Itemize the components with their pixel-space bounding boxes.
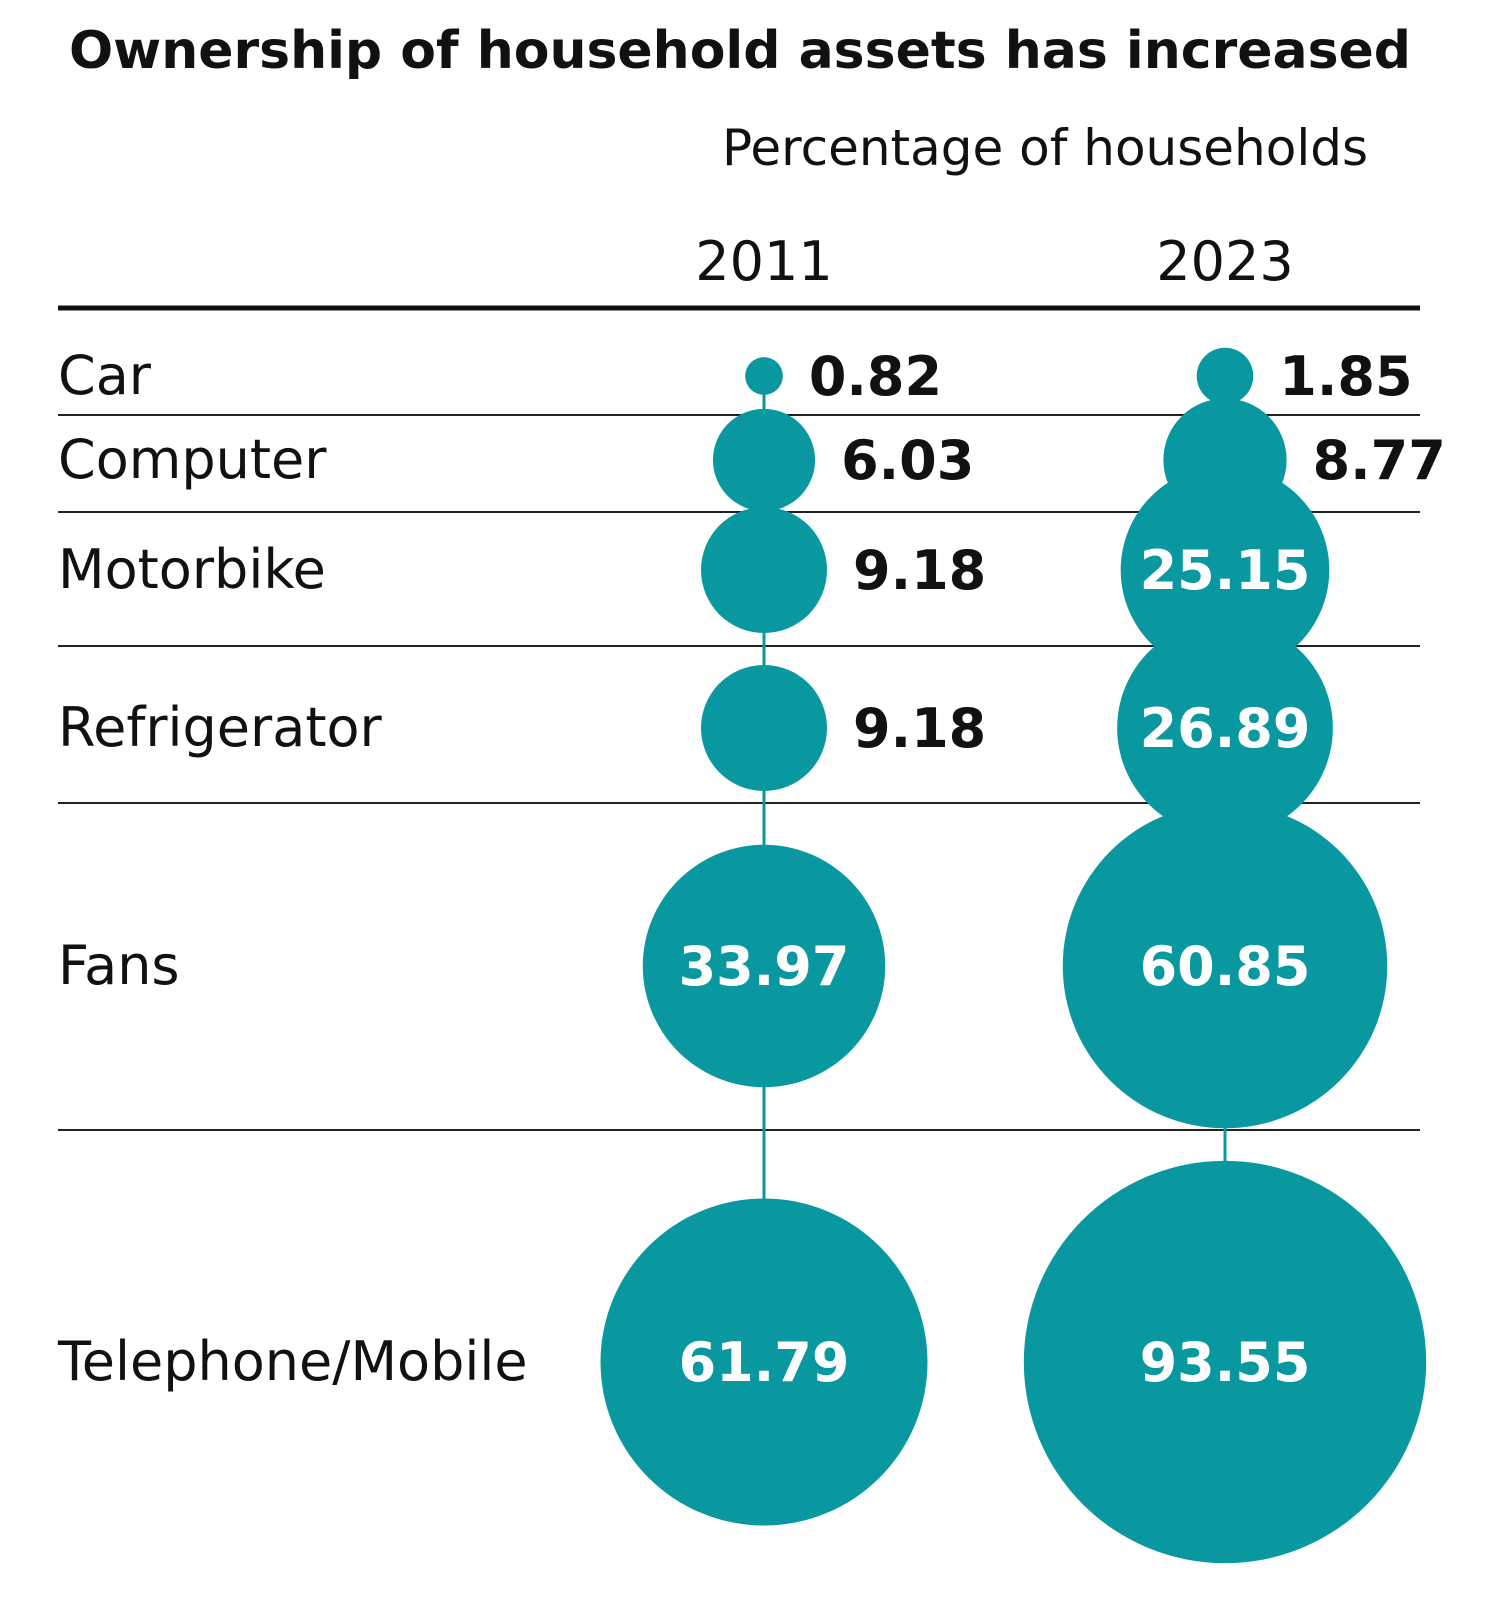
value-label-refrigerator-2011: 9.18 xyxy=(853,697,986,760)
value-label-refrigerator-2023: 26.89 xyxy=(1140,697,1311,760)
category-label-refrigerator: Refrigerator xyxy=(58,696,383,759)
bubble-telephone-mobile-2011 xyxy=(600,1198,928,1526)
bubble-computer-2011 xyxy=(712,408,816,512)
category-label-motorbike: Motorbike xyxy=(58,538,326,601)
bubble-refrigerator-2023 xyxy=(1117,620,1333,836)
bubble-car-2011 xyxy=(745,357,783,395)
value-label-telephone-mobile-2023: 93.55 xyxy=(1140,1331,1311,1394)
value-label-fans-2023: 60.85 xyxy=(1140,935,1311,998)
bubble-refrigerator-2011 xyxy=(700,664,828,792)
value-label-fans-2011: 33.97 xyxy=(679,935,850,998)
value-label-car-2011: 0.82 xyxy=(809,345,942,408)
bubble-motorbike-2023 xyxy=(1120,465,1330,675)
value-label-car-2023: 1.85 xyxy=(1279,345,1412,408)
category-label-computer: Computer xyxy=(58,428,327,491)
category-labels: Car Computer Motorbike Refrigerator Fans Tele… xyxy=(57,344,528,1393)
category-label-car: Car xyxy=(58,344,152,407)
year-header-2011: 2011 xyxy=(695,230,832,293)
bubble-fans-2023 xyxy=(1062,803,1388,1129)
bubble-fans-2011 xyxy=(642,844,886,1088)
value-label-motorbike-2011: 9.18 xyxy=(853,539,986,602)
bubble-motorbike-2011 xyxy=(700,506,828,634)
bubble-telephone-mobile-2023 xyxy=(1023,1160,1427,1564)
value-label-telephone-mobile-2011: 61.79 xyxy=(679,1331,850,1394)
value-label-motorbike-2023: 25.15 xyxy=(1140,539,1311,602)
chart-subtitle: Percentage of households xyxy=(722,119,1368,177)
bubbles xyxy=(600,347,1427,1564)
value-label-computer-2023: 8.77 xyxy=(1313,429,1446,492)
bubble-car-2023 xyxy=(1196,347,1254,405)
category-label-fans: Fans xyxy=(58,934,180,997)
year-header-2023: 2023 xyxy=(1156,230,1293,293)
chart-title: Ownership of household assets has increa… xyxy=(69,21,1411,81)
value-label-computer-2011: 6.03 xyxy=(841,429,974,492)
category-label-telephone-mobile: Telephone/Mobile xyxy=(57,1330,528,1393)
